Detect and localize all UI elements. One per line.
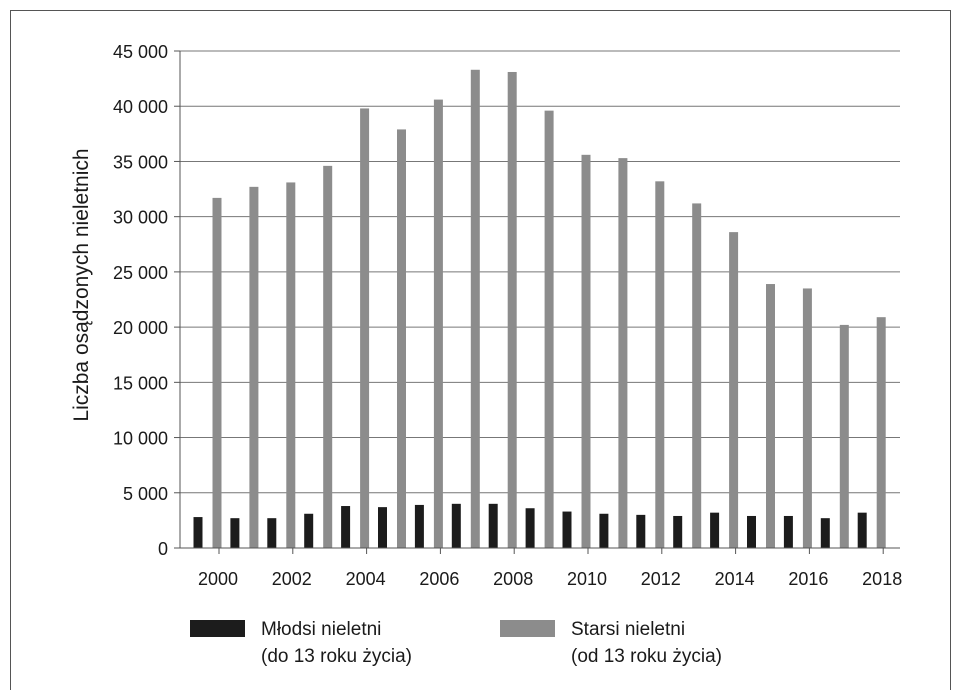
legend-label-starsi: Starsi nieletni: [571, 619, 686, 640]
bar-starsi-2002: [286, 182, 296, 548]
x-tick-label: 2000: [198, 569, 238, 589]
bar-starsi-2013: [692, 203, 702, 548]
y-tick-label: 35 000: [113, 152, 168, 172]
legend-sublabel-mlodsi: (do 13 roku życia): [261, 646, 413, 667]
x-tick-label: 2018: [862, 569, 902, 589]
x-tick-label: 2002: [272, 569, 312, 589]
bar-mlodsi-2008: [488, 503, 498, 548]
bar-mlodsi-2007: [451, 503, 461, 548]
bar-mlodsi-2000: [193, 517, 203, 548]
y-tick-label: 30 000: [113, 208, 168, 228]
bar-starsi-2005: [397, 129, 406, 548]
legend-swatch-mlodsi: [190, 620, 245, 637]
bars: [193, 69, 886, 549]
bar-starsi-2001: [249, 186, 259, 548]
bar-starsi-2008: [507, 71, 517, 549]
bar-mlodsi-2009: [525, 508, 535, 548]
gridlines: [180, 50, 900, 494]
bar-starsi-2012: [655, 181, 665, 548]
bar-mlodsi-2001: [230, 518, 240, 548]
bar-mlodsi-2012: [636, 514, 646, 548]
bar-starsi-2010: [581, 154, 591, 548]
bar-mlodsi-2016: [783, 515, 793, 548]
y-tick-label: 5 000: [123, 484, 168, 504]
bar-mlodsi-2006: [414, 504, 424, 548]
bar-mlodsi-2005: [378, 507, 387, 548]
x-tick-label: 2012: [641, 569, 681, 589]
bar-starsi-2009: [544, 110, 554, 548]
y-axis-label: Liczba osądzonych nieletnich: [70, 148, 93, 421]
bar-starsi-2014: [729, 232, 739, 548]
y-tick-label: 0: [158, 539, 168, 559]
x-tick-label: 2006: [419, 569, 459, 589]
bar-mlodsi-2014: [710, 512, 720, 548]
bar-mlodsi-2018: [857, 512, 867, 548]
bar-mlodsi-2013: [673, 515, 683, 548]
legend-label-mlodsi: Młodsi nieletni: [261, 619, 382, 640]
bar-mlodsi-2010: [562, 511, 572, 548]
x-tick-label: 2016: [788, 569, 828, 589]
bar-starsi-2004: [360, 108, 370, 548]
legend-item-mlodsi: Młodsi nieletni (do 13 roku życia): [190, 616, 412, 670]
legend-swatch-starsi: [500, 620, 555, 637]
bar-starsi-2017: [839, 324, 849, 548]
legend-item-starsi: Starsi nieletni (od 13 roku życia): [500, 616, 722, 670]
axes: 0 5 000 10 000 15 000 20 000 25 000 30 000 35 0…: [113, 42, 902, 589]
bar-mlodsi-2004: [341, 506, 351, 548]
bar-starsi-2015: [766, 284, 775, 548]
y-tick-label: 40 000: [113, 97, 168, 117]
bar-starsi-2000: [212, 197, 222, 548]
bar-mlodsi-2017: [820, 518, 830, 548]
bar-starsi-2018: [876, 317, 886, 548]
bar-starsi-2007: [470, 69, 480, 548]
bar-starsi-2003: [323, 165, 333, 548]
legend-sublabel-starsi: (od 13 roku życia): [571, 646, 723, 667]
x-tick-label: 2014: [715, 569, 755, 589]
x-tick-label: 2004: [346, 569, 386, 589]
bar-mlodsi-2002: [267, 518, 277, 548]
bar-mlodsi-2003: [304, 513, 314, 548]
y-tick-label: 20 000: [113, 318, 168, 338]
chart-frame: [10, 10, 951, 690]
bar-mlodsi-2015: [747, 515, 756, 548]
y-tick-label: 15 000: [113, 373, 168, 393]
x-tick-label: 2010: [567, 569, 607, 589]
bar-starsi-2011: [618, 158, 628, 548]
y-tick-label: 25 000: [113, 263, 168, 283]
bar-starsi-2016: [802, 288, 812, 548]
y-tick-label: 10 000: [113, 429, 168, 449]
x-tick-label: 2008: [493, 569, 533, 589]
bar-mlodsi-2011: [599, 513, 609, 548]
bar-starsi-2006: [433, 99, 443, 549]
y-tick-label: 45 000: [113, 42, 168, 62]
